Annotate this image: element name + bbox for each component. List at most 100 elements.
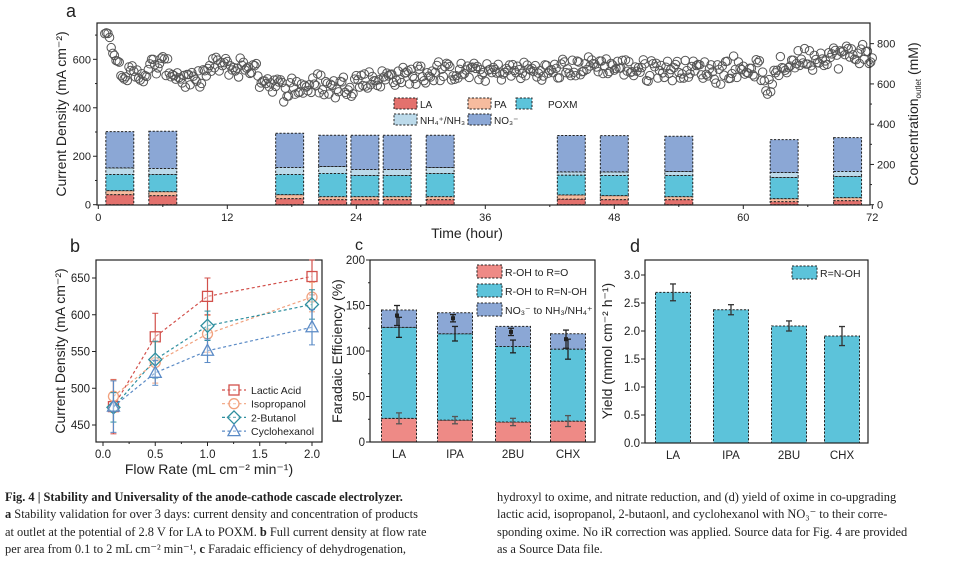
bar-segment-PA: [382, 196, 412, 201]
data-point: [862, 46, 873, 56]
axis-title-part: outlet: [914, 78, 923, 98]
data-point: [472, 61, 482, 72]
tick-label-y: 500: [71, 383, 90, 395]
tick-label-x: 48: [608, 212, 620, 224]
data-point: [799, 43, 810, 54]
legend-label: NO₃⁻: [494, 116, 518, 127]
mean-marker: [564, 337, 568, 342]
bar-segment-PA: [148, 191, 178, 197]
caption-line: a Stability validation for over 3 days: …: [5, 506, 483, 523]
tick-label-y: 600: [71, 310, 90, 322]
panel-label-b: b: [70, 236, 80, 256]
data-point: [582, 64, 592, 75]
bar-segment-NH: [318, 165, 348, 174]
data-point: [159, 54, 170, 64]
bar-segment-NO3: [556, 134, 586, 173]
data-point: [630, 62, 640, 72]
bar-segment-POXM: [275, 174, 305, 196]
legend-item: R-OH to R=O: [476, 264, 568, 279]
data-point: [190, 74, 200, 84]
data-point: [574, 57, 584, 67]
data-point: [657, 68, 668, 78]
data-point: [537, 75, 547, 85]
data-point: [775, 51, 786, 62]
data-point: [517, 68, 528, 79]
error-bar: [510, 417, 516, 427]
bar-segment-POXM: [556, 174, 586, 196]
bar-segment-PA: [425, 196, 455, 201]
tick-label-right: 400: [877, 119, 895, 131]
triangle-marker: [226, 423, 242, 437]
data-point: [545, 65, 555, 76]
bar-segment-POXM: [382, 175, 412, 198]
legend-item: R=N-OH: [791, 265, 861, 280]
data-point: [243, 62, 253, 72]
bar-segment-LA: [275, 198, 305, 206]
data-point: [598, 68, 608, 79]
caption-line: sponding oxime. No iR correction was app…: [497, 524, 962, 541]
data-point: [506, 71, 516, 81]
data-point: [653, 73, 663, 83]
series-line: [112, 303, 313, 408]
legend-label: 2-Butanol: [251, 412, 296, 424]
bar-stack-t44: [556, 134, 586, 206]
caption-line: at outlet at the potential of 2.8 V for …: [5, 524, 483, 541]
data-point: [319, 89, 329, 100]
error-bar: [452, 325, 458, 342]
data-point: [104, 32, 115, 43]
data-point: [117, 72, 128, 82]
tick-label-x: 0.0: [95, 449, 111, 461]
data-point: [695, 60, 705, 70]
tick-label-x: 0: [95, 212, 101, 224]
bar-segment-LA: [599, 199, 629, 206]
data-point: [238, 57, 249, 68]
bar-segment-NH: [105, 167, 135, 176]
data-point: [453, 73, 463, 83]
panel-label-a: a: [66, 1, 77, 21]
category-label: CHX: [556, 449, 581, 461]
data-point: [508, 59, 518, 70]
bar-segment-LA: [833, 200, 863, 206]
tick-label-y: 200: [346, 255, 365, 267]
data-point: [425, 72, 436, 82]
bar-segment-NO3: [833, 137, 863, 172]
category-label: 2BU: [778, 450, 800, 462]
bar-segment-POXM: [148, 174, 178, 193]
square-marker: [201, 290, 214, 303]
data-point: [804, 46, 815, 56]
error-bar: [670, 283, 676, 302]
legend-swatch: [476, 264, 503, 279]
category-label: 2BU: [502, 449, 524, 461]
caption-text: as a Source Data file.: [497, 542, 603, 557]
data-point: [162, 54, 173, 64]
data-point: [611, 63, 621, 74]
data-point: [528, 66, 539, 77]
data-point: [174, 73, 184, 83]
bar-segment-NH: [664, 170, 694, 177]
data-point: [438, 71, 449, 82]
data-point: [706, 60, 716, 70]
caption-text: sponding oxime. No iR correction was app…: [497, 524, 908, 539]
bar-segment-LA: [105, 194, 135, 206]
tick-label-y: 650: [71, 273, 90, 285]
y-axis-title-b: Current Density (mA cm⁻²): [52, 268, 68, 433]
legend-item-NH: NH₄⁺/NH₃: [393, 113, 465, 127]
data-point: [865, 57, 876, 67]
bar-stack-t21.8: [318, 134, 348, 206]
caption-line: hydroxyl to oxime, and nitrate reduction…: [497, 489, 962, 506]
data-point: [250, 60, 260, 71]
data-point: [441, 58, 452, 69]
bar-segment-LA: [318, 199, 348, 206]
data-point: [201, 71, 212, 81]
data-point: [635, 67, 645, 78]
plot-frame-d: [644, 259, 869, 444]
data-point: [774, 70, 784, 81]
data-point: [827, 49, 837, 59]
category-label: LA: [666, 450, 680, 462]
tick-label-y: 150: [346, 301, 365, 313]
bar-stack-t17.8: [275, 132, 305, 206]
data-point: [390, 80, 400, 90]
data-point: [767, 79, 778, 89]
bar-stack-t31.8: [425, 134, 455, 206]
triangle-marker: [148, 364, 163, 378]
